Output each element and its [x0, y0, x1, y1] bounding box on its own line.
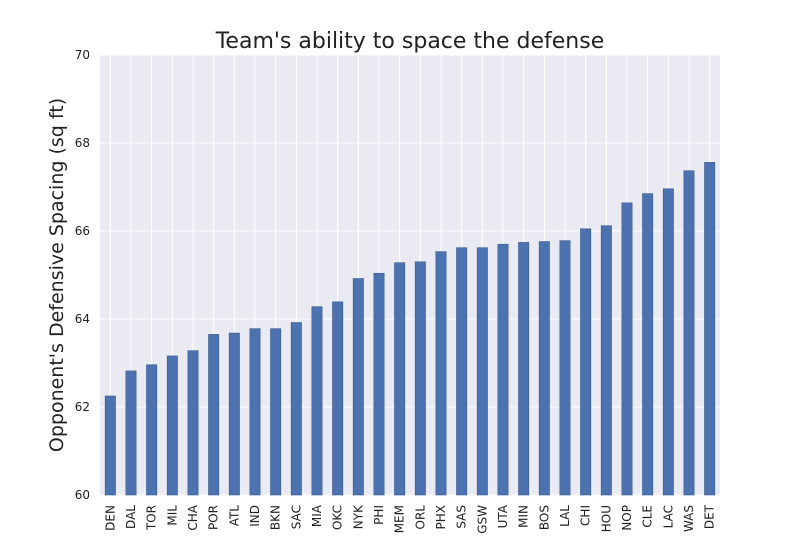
bar-was — [683, 170, 695, 496]
bar-uta — [497, 243, 509, 496]
bar-cle — [642, 193, 654, 496]
bar-bkn — [270, 328, 282, 496]
bar-mil — [166, 355, 178, 496]
x-tick-label: DET — [703, 504, 717, 529]
x-tick-label: CLE — [641, 505, 655, 528]
x-tick-label: MIA — [310, 504, 324, 527]
y-tick-label: 64 — [75, 312, 90, 326]
x-tick-label: WAS — [682, 505, 696, 532]
x-tick-label: PHX — [434, 505, 448, 529]
x-tick-label: CHA — [186, 504, 200, 530]
x-tick-label: LAL — [558, 505, 572, 527]
chart-title: Team's ability to space the defense — [215, 29, 605, 54]
bar-hou — [600, 225, 612, 496]
bar-min — [518, 242, 530, 496]
bars — [104, 162, 716, 496]
y-tick-label: 62 — [75, 400, 90, 414]
bar-phx — [435, 251, 447, 496]
bar-okc — [332, 301, 344, 496]
x-tick-label: POR — [207, 505, 221, 530]
x-tick-label: OKC — [331, 505, 345, 530]
x-axis-ticks: DEN DAL TOR MIL CHA POR ATL IND BKN SAC MIA OKC NYK P… — [103, 504, 716, 534]
bar-det — [704, 162, 716, 496]
x-tick-label: MIN — [517, 505, 531, 528]
bar-sac — [290, 322, 302, 496]
y-axis-label: Opponent's Defensive Spacing (sq ft) — [46, 98, 68, 452]
x-tick-label: GSW — [475, 505, 489, 534]
bar-lal — [559, 240, 571, 496]
x-tick-label: NYK — [351, 504, 365, 529]
y-tick-label: 60 — [75, 488, 90, 502]
bar-por — [208, 334, 220, 496]
x-tick-label: DEN — [103, 505, 117, 531]
bar-atl — [228, 332, 240, 496]
x-tick-label: LAC — [661, 505, 675, 528]
bar-sas — [456, 247, 468, 496]
x-tick-label: DAL — [124, 505, 138, 529]
bar-den — [104, 395, 116, 496]
bar-gsw — [476, 247, 488, 496]
x-tick-label: ATL — [227, 505, 241, 527]
x-tick-label: SAS — [455, 505, 469, 529]
bar-tor — [146, 364, 158, 496]
bar-nyk — [352, 278, 364, 496]
x-tick-label: PHI — [372, 505, 386, 525]
y-axis-ticks: 60 62 64 66 68 70 — [75, 48, 90, 502]
bar-phi — [373, 272, 385, 496]
x-tick-label: MEM — [393, 505, 407, 533]
x-tick-label: MIL — [165, 505, 179, 526]
bar-ind — [249, 328, 261, 496]
y-tick-label: 68 — [75, 136, 90, 150]
bar-mia — [311, 306, 323, 496]
x-tick-label: CHI — [579, 505, 593, 526]
x-tick-label: HOU — [599, 505, 613, 532]
plot-area — [100, 55, 720, 495]
bar-nop — [621, 202, 633, 496]
x-tick-label: IND — [248, 505, 262, 527]
x-tick-label: SAC — [289, 505, 303, 529]
bar-dal — [125, 370, 137, 496]
bar-chi — [580, 228, 592, 496]
x-tick-label: ORL — [413, 505, 427, 530]
bar-lac — [662, 188, 674, 496]
bar-mem — [394, 262, 406, 496]
x-tick-label: TOR — [145, 505, 159, 531]
x-tick-label: BOS — [537, 505, 551, 530]
y-tick-label: 66 — [75, 224, 90, 238]
bar-bos — [538, 241, 550, 496]
x-tick-label: NOP — [620, 505, 634, 531]
bar-orl — [414, 261, 426, 496]
bar-cha — [187, 350, 199, 496]
x-tick-label: BKN — [269, 505, 283, 530]
y-tick-label: 70 — [75, 48, 90, 62]
x-tick-label: UTA — [496, 504, 510, 528]
